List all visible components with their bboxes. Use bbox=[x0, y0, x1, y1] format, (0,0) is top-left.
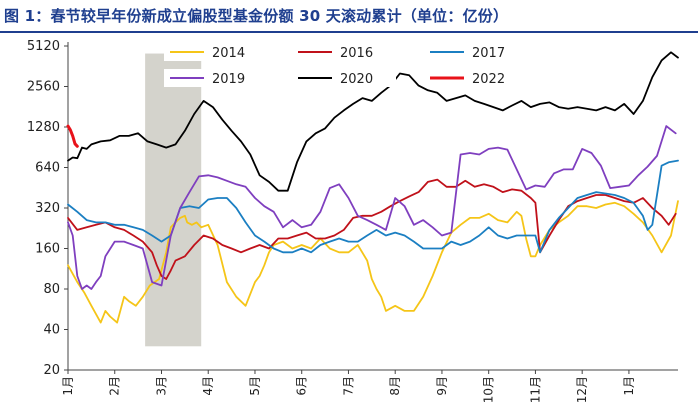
x-tick-label: 4月 bbox=[201, 376, 215, 396]
y-tick-label: 2560 bbox=[27, 80, 60, 95]
legend-label-2022: 2022 bbox=[472, 72, 505, 87]
legend-label-2020: 2020 bbox=[340, 72, 373, 87]
y-tick-label: 20 bbox=[43, 363, 60, 378]
y-tick-label: 640 bbox=[35, 161, 60, 176]
legend-bg bbox=[164, 69, 268, 87]
title-bar: 图 1：春节较早年份新成立偏股型基金份额 30 天滚动累计（单位：亿份） bbox=[0, 0, 698, 33]
legend-bg bbox=[292, 43, 396, 61]
series-line-2020 bbox=[67, 51, 679, 192]
x-tick-label: 8月 bbox=[388, 376, 402, 396]
legend-label-2016: 2016 bbox=[340, 46, 373, 61]
x-tick-label: 3月 bbox=[154, 376, 168, 396]
y-tick-label: 160 bbox=[35, 242, 60, 257]
y-tick-label: 1280 bbox=[27, 120, 60, 135]
legend-label-2014: 2014 bbox=[212, 46, 245, 61]
series-line-2022 bbox=[66, 124, 79, 148]
shaded-period bbox=[145, 53, 202, 347]
legend-bg bbox=[164, 43, 268, 61]
series-line-2019 bbox=[67, 125, 677, 290]
x-tick-label: 11月 bbox=[528, 376, 542, 403]
y-tick-label: 320 bbox=[35, 201, 60, 216]
chart-title: 图 1：春节较早年份新成立偏股型基金份额 30 天滚动累计（单位：亿份） bbox=[4, 7, 509, 25]
x-tick-label: 1月 bbox=[622, 376, 636, 396]
title-rule bbox=[0, 31, 698, 33]
y-tick-label: 80 bbox=[43, 282, 60, 297]
y-tick-label: 5120 bbox=[27, 39, 60, 54]
x-tick-label: 5月 bbox=[248, 376, 262, 396]
legend-bg bbox=[292, 69, 396, 87]
x-tick-label: 6月 bbox=[295, 376, 309, 396]
x-tick-label: 2月 bbox=[108, 376, 122, 396]
x-tick-label: 12月 bbox=[575, 376, 589, 403]
x-tick-label: 7月 bbox=[341, 376, 355, 396]
x-tick-label: 10月 bbox=[482, 376, 496, 403]
legend-bg bbox=[424, 69, 528, 87]
x-tick-label: 1月 bbox=[61, 376, 75, 396]
y-tick-label: 40 bbox=[43, 323, 60, 338]
x-tick-label: 9月 bbox=[435, 376, 449, 396]
legend-bg bbox=[424, 43, 528, 61]
chart: 20 40 80 160 320 640 1280 2560 5120 1月 2月 3月 4月 5月 6月 7… bbox=[27, 39, 679, 403]
legend-label-2017: 2017 bbox=[472, 46, 505, 61]
legend-label-2019: 2019 bbox=[212, 72, 245, 87]
